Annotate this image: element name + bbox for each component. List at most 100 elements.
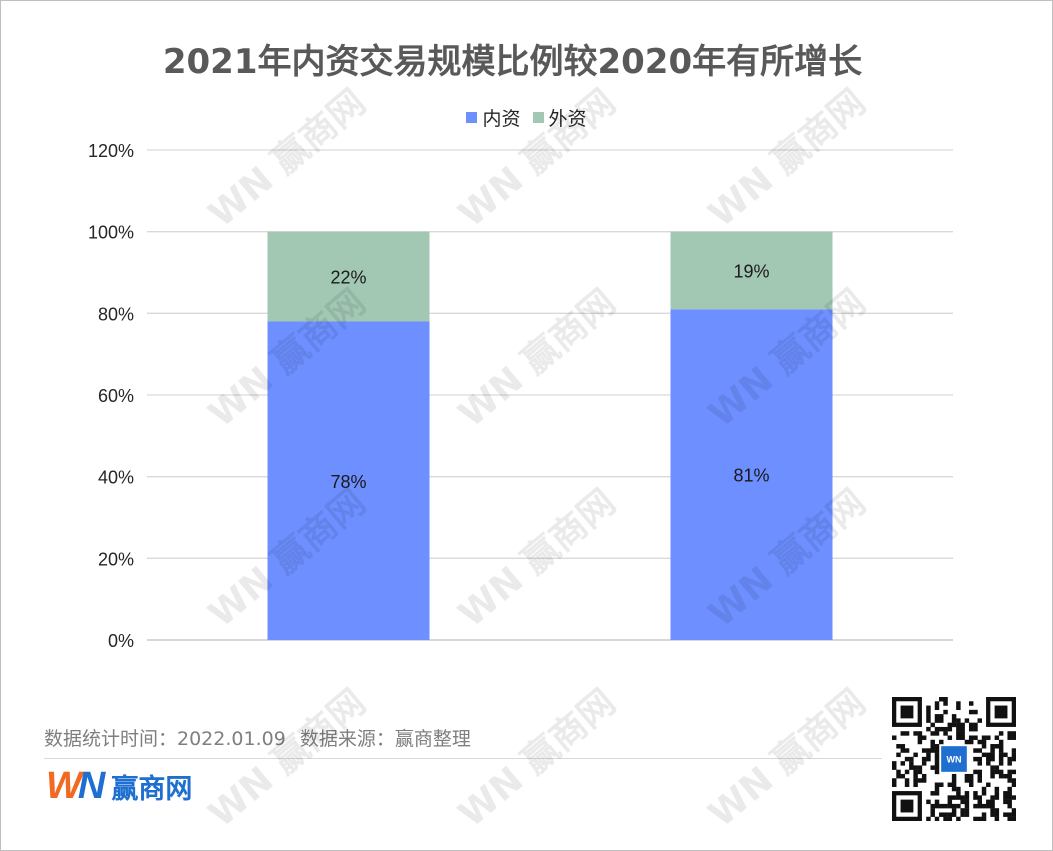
qr-module: [951, 718, 957, 723]
qr-module: [977, 761, 982, 766]
qr-module: [939, 812, 944, 817]
qr-module: [956, 722, 961, 728]
qr-module: [1007, 812, 1012, 817]
qr-module: [998, 769, 1004, 775]
qr-module: [930, 731, 935, 736]
qr-module: [964, 795, 970, 800]
qr-module: [1007, 799, 1012, 805]
qr-module: [926, 709, 931, 715]
qr-module: [977, 799, 982, 805]
qr-module: [964, 799, 970, 805]
brand-logo: WN: [46, 765, 105, 807]
qr-module: [998, 739, 1004, 745]
qr-module: [926, 799, 931, 805]
qr-module: [960, 808, 965, 813]
qr-module: [934, 731, 940, 736]
legend-item-foreign: 外资: [532, 104, 587, 131]
qr-module: [913, 778, 918, 783]
qr-module: [1003, 773, 1008, 779]
qr-module: [994, 735, 1000, 740]
qr-module: [934, 799, 940, 805]
qr-module: [968, 709, 974, 715]
qr-module: [964, 773, 970, 779]
qr-module: [986, 799, 991, 805]
qr-module: [926, 756, 931, 762]
qr-module: [994, 786, 1000, 792]
qr-module: [926, 816, 931, 821]
qr-module: [934, 744, 940, 749]
qr-module: [1011, 795, 1016, 800]
qr-module: [951, 722, 957, 728]
qr-module: [977, 795, 982, 800]
qr-module: [960, 812, 965, 817]
qr-module: [1011, 808, 1016, 813]
qr-module: [998, 756, 1004, 762]
qr-module: [960, 722, 965, 728]
qr-module: [917, 769, 923, 775]
qr-module: [926, 726, 931, 732]
qr-module: [964, 808, 970, 813]
legend: 内资 外资: [0, 104, 1053, 131]
qr-module: [981, 786, 987, 792]
qr-module: [1011, 782, 1016, 787]
qr-module: [921, 778, 927, 783]
qr-module: [1007, 773, 1012, 779]
qr-module: [973, 803, 978, 809]
qr-module: [930, 748, 935, 753]
qr-module: [998, 761, 1004, 766]
qr-module: [986, 761, 991, 766]
qr-module: [968, 739, 974, 745]
qr-module: [990, 773, 995, 779]
qr-module: [973, 795, 978, 800]
brand: WN 赢商网: [46, 765, 192, 808]
qr-module: [934, 748, 940, 753]
qr-module: [1007, 791, 1012, 796]
qr-module: [973, 791, 978, 796]
qr-module: [926, 714, 931, 719]
qr-module: [1011, 778, 1016, 783]
qr-module: [913, 752, 918, 758]
qr-module: [960, 726, 965, 732]
qr-module: [1007, 761, 1012, 766]
qr-module: [964, 778, 970, 783]
qr-module: [892, 782, 897, 787]
qr-module: [994, 808, 1000, 813]
qr-module: [990, 769, 995, 775]
qr-module: [930, 791, 935, 796]
qr-module: [1007, 816, 1012, 821]
qr-module: [930, 808, 935, 813]
qr-module: [956, 816, 961, 821]
qr-module: [934, 726, 940, 732]
qr-module: [986, 756, 991, 762]
qr-module: [1007, 778, 1012, 783]
qr-module: [943, 812, 948, 817]
qr-module: [994, 795, 1000, 800]
qr-module: [934, 786, 940, 792]
qr-module: [1011, 816, 1016, 821]
qr-module: [986, 735, 991, 740]
qr-module: [951, 714, 957, 719]
qr-module: [956, 701, 961, 706]
qr-module: [1007, 731, 1012, 736]
qr-module: [900, 761, 906, 766]
qr-module: [930, 765, 935, 770]
qr-module: [896, 752, 901, 758]
qr-module: [998, 748, 1004, 753]
qr-module: [904, 769, 910, 775]
qr-module: [956, 731, 961, 736]
qr-module: [981, 739, 987, 745]
qr-module: [934, 756, 940, 762]
qr-module: [934, 714, 940, 719]
qr-module: [913, 782, 918, 787]
qr-module: [977, 773, 982, 779]
qr-module: [917, 778, 923, 783]
qr-module: [998, 744, 1004, 749]
qr-module: [943, 816, 948, 821]
qr-module: [947, 816, 953, 821]
bar-foreign: [670, 231, 833, 310]
bar-domestic: [670, 309, 833, 640]
qr-module: [1003, 791, 1008, 796]
qr-module: [951, 812, 957, 817]
qr-module: [917, 735, 923, 740]
qr-module: [909, 761, 914, 766]
